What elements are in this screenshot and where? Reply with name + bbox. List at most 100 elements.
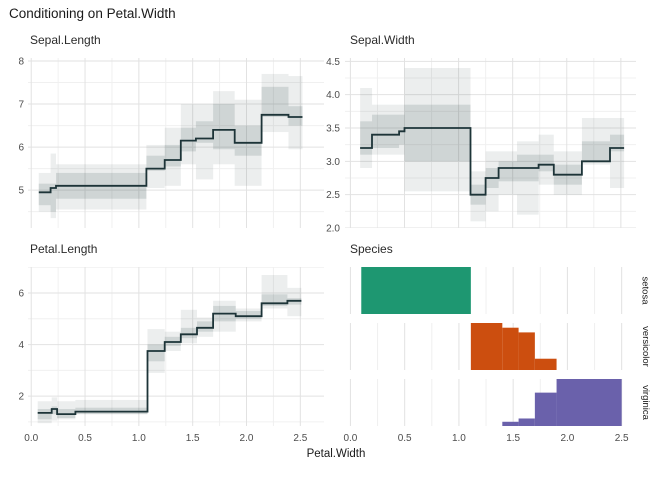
figure-title: Conditioning on Petal.Width (9, 6, 176, 21)
histogram-bar-virginica (556, 379, 622, 426)
confidence-band-inner (50, 183, 56, 212)
histogram-bar-versicolor (502, 327, 519, 370)
confidence-band-inner (196, 321, 214, 332)
confidence-band-outer (180, 104, 196, 165)
x-tick-label: 0.0 (24, 433, 38, 444)
y-tick-label: 6 (18, 143, 24, 154)
confidence-band-outer (180, 309, 197, 344)
step-line (37, 299, 302, 415)
confidence-band-outer (213, 91, 235, 165)
confidence-band-inner (360, 121, 373, 155)
confidence-band-outer (287, 287, 302, 317)
histogram-bar-setosa (361, 267, 471, 314)
x-tick-label: 2.0 (560, 433, 574, 444)
panel-petal-length: 2 4 6 0.0 0.5 1.0 1.5 2.0 2.5 (18, 267, 324, 444)
histogram-bar-versicolor (470, 323, 503, 370)
y-tick-label: 4 (18, 340, 24, 351)
panel-title-petal-length: Petal.Length (30, 242, 98, 256)
confidence-band-inner (213, 104, 235, 150)
confidence-band-inner (147, 344, 165, 362)
confidence-band-inner (51, 406, 58, 415)
panel-sepal-width: 2.0 2.5 3.0 3.5 4.0 4.5 (326, 57, 636, 235)
y-tick-label: 2.5 (326, 190, 340, 201)
x-tick-label: 2.5 (615, 433, 629, 444)
y-tick-label: 8 (18, 57, 24, 68)
confidence-band-outer (360, 88, 373, 168)
y-tick-label: 5 (18, 186, 24, 197)
confidence-band-inner (235, 311, 262, 319)
confidence-band-outer (553, 151, 582, 195)
y-tick-label: 4.0 (326, 90, 340, 101)
x-tick-label: 0.5 (398, 433, 412, 444)
confidence-band-inner (581, 141, 611, 162)
confidence-band-inner (180, 127, 196, 152)
histogram-bar-virginica (534, 392, 557, 426)
confidence-band-outer (146, 144, 165, 188)
y-tick-label: 2.0 (326, 224, 340, 235)
facet-label-versicolor: versicolor (639, 326, 651, 367)
confidence-band-outer (55, 164, 147, 210)
panel-species: 0.0 0.5 1.0 1.5 2.0 2.5 (343, 267, 629, 444)
confidence-band-inner (399, 114, 405, 145)
x-tick-label: 1.5 (186, 433, 200, 444)
step-line (360, 127, 625, 196)
step-line (38, 113, 303, 194)
confidence-band-inner (234, 125, 262, 156)
confidence-band-outer (470, 171, 486, 222)
confidence-band-inner (164, 144, 181, 167)
confidence-band-inner (261, 294, 288, 306)
confidence-band-outer (610, 118, 625, 188)
facet-setosa (349, 267, 623, 314)
confidence-band-inner (38, 183, 51, 206)
confidence-band-outer (399, 104, 405, 155)
x-tick-label: 0.0 (343, 433, 357, 444)
x-tick-label: 1.0 (452, 433, 466, 444)
confidence-band-outer (164, 127, 181, 186)
facet-versicolor (349, 323, 623, 370)
confidence-band-outer (213, 300, 236, 332)
confidence-band-outer (288, 76, 303, 150)
histogram-bar-virginica (518, 418, 535, 426)
panel-sepal-length: 5 6 7 8 (18, 57, 324, 228)
facet-strip-setosa: setosa (634, 267, 656, 314)
confidence-band-outer (517, 141, 539, 215)
x-tick-label: 0.5 (78, 433, 92, 444)
confidence-band-outer (235, 308, 262, 322)
panel-title-sepal-width: Sepal.Width (350, 33, 415, 47)
confidence-band-inner (146, 155, 165, 171)
x-axis-title: Petal.Width (306, 448, 366, 460)
facet-virginica (349, 379, 623, 426)
y-tick-label: 7 (18, 100, 24, 111)
confidence-band-outer (581, 118, 611, 165)
confidence-band-inner (261, 86, 289, 117)
y-tick-label: 3.5 (326, 124, 340, 135)
confidence-band-inner (37, 408, 52, 420)
confidence-band-outer (498, 151, 518, 195)
confidence-band-outer (261, 73, 289, 133)
x-tick-label: 1.0 (132, 433, 146, 444)
confidence-band-inner (404, 104, 471, 162)
confidence-band-inner (288, 106, 303, 126)
confidence-band-outer (50, 153, 56, 219)
confidence-band-inner (180, 327, 197, 339)
confidence-band-outer (195, 104, 214, 180)
x-tick-label: 2.5 (293, 433, 307, 444)
y-tick-label: 3.0 (326, 157, 340, 168)
panel-title-sepal-length: Sepal.Length (30, 33, 101, 47)
panel-title-species: Species (350, 242, 393, 256)
confidence-band-outer (75, 399, 148, 415)
confidence-band-inner (372, 114, 400, 148)
x-tick-label: 1.5 (506, 433, 520, 444)
facet-strip-virginica: virginica (634, 379, 656, 426)
y-tick-label: 6 (18, 289, 24, 300)
histogram-bar-versicolor (518, 332, 535, 370)
confidence-band-inner (538, 154, 554, 172)
confidence-band-outer (485, 151, 499, 212)
x-tick-label: 2.0 (240, 433, 254, 444)
facet-label-setosa: setosa (639, 276, 651, 305)
confidence-band-outer (538, 134, 554, 185)
y-tick-label: 2 (18, 392, 24, 403)
confidence-band-inner (498, 161, 518, 182)
histogram-bar-virginica (502, 421, 519, 426)
